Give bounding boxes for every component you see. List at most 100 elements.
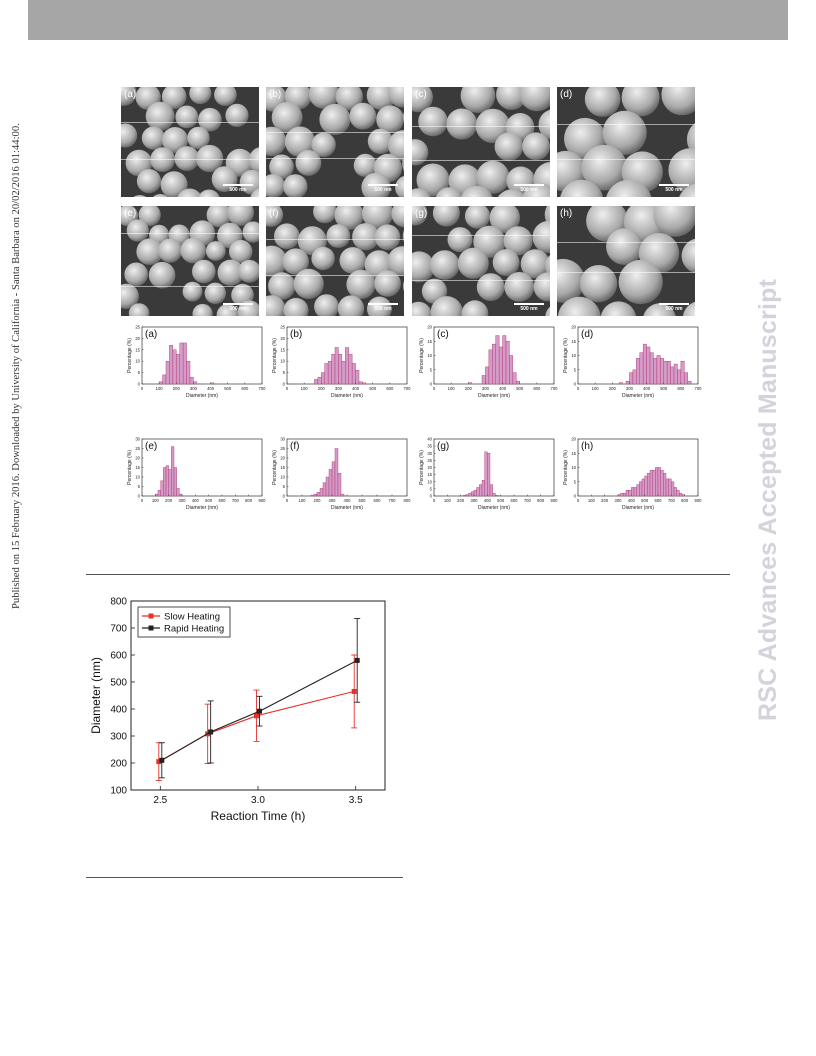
sphere-particle [545,306,550,316]
histogram-bar [158,381,163,385]
x-tick-label: 400 [499,386,507,391]
y-tick-label: 25 [135,325,140,330]
y-tick-label: 10 [135,475,140,480]
histogram-bar [168,469,172,497]
sphere-particle [248,147,259,174]
sphere-particle [334,206,364,230]
histogram-panel-label: (e) [145,441,157,452]
scan-line [412,160,550,161]
sphere-particle [681,238,695,274]
histogram-bar [516,380,520,385]
y-tick-label: 5 [430,367,433,372]
scan-line [121,159,259,160]
histogram-bar [631,487,635,497]
sphere-particle [374,224,401,250]
y-tick-label: 5 [574,367,577,372]
x-tick-label: 600 [241,386,249,391]
y-tick-label: 20 [135,456,140,461]
sphere-particle [412,188,431,197]
sphere-particle [600,301,637,316]
histogram-bar [173,467,177,497]
scale-bar-label: 500 nm [374,306,392,312]
x-tick-label: 100 [592,386,600,391]
y-tick-label: 10 [280,359,285,364]
histogram-chart: 0 100 200 300 400 500 600 700 800 900 0 5 10 15 20 Diam… [563,437,702,512]
x-tick-label: 900 [551,498,559,503]
histogram-bar [165,465,169,497]
sphere-particle [311,246,335,271]
x-tick-label: 300 [335,386,343,391]
sphere-particle [492,249,520,276]
histogram-bar [665,478,669,497]
y-tick-label: 0 [430,382,433,387]
histogram-bar [324,363,329,385]
y-tick-label: 0 [138,382,141,387]
sphere-particle [403,112,404,122]
x-axis-label: Diameter (nm) [331,505,363,511]
sphere-particle [606,228,643,265]
sphere-particle [180,237,206,264]
sphere-particle [225,103,249,127]
x-tick-label: 200 [465,386,473,391]
histogram-bar [618,382,623,385]
x-tick-label: 600 [219,498,227,503]
scale-bar-line [368,184,398,186]
sphere-particle [271,102,303,133]
y-axis-label: Percentage (%) [563,338,569,373]
sphere-particle [412,139,429,166]
sem-micrograph [557,206,695,316]
y-axis-label: Percentage (%) [272,450,278,485]
histogram-bar [316,492,321,497]
histogram-panel-label: (g) [437,441,449,452]
sphere-particle [187,126,210,150]
x-axis-label: Diameter (nm) [186,505,218,511]
sphere-particle [189,87,212,105]
histogram-bar [666,361,671,385]
x-tick-label: 600 [386,386,394,391]
plot-frame [141,326,263,385]
histogram-bar [327,361,332,385]
x-tick-label: 700 [232,498,240,503]
sphere-particle [238,259,259,283]
x-tick-label: 500 [224,386,232,391]
sphere-particle [522,182,550,197]
histogram-bar [623,492,627,497]
x-tick-label: 500 [369,386,377,391]
histogram-bar [644,475,648,497]
histogram-bar [676,490,680,497]
data-point [354,657,360,663]
sphere-particle [412,206,428,226]
sphere-particle [311,132,336,157]
sphere-particle [274,223,300,249]
x-tick-label: 700 [695,386,703,391]
header-bar [28,0,788,40]
sphere-particle [227,206,254,226]
y-tick-label: 40 [427,437,432,442]
sem-micrograph [412,206,550,316]
sphere-particle [532,220,550,254]
manuscript-watermark: RSC Advances Accepted Manuscript [754,278,782,721]
y-tick-label: 700 [110,624,127,635]
x-axis-label: Diameter (nm) [331,393,363,399]
y-tick-label: 0 [574,494,577,499]
sphere-particle [446,108,478,140]
sphere-particle [388,87,404,108]
histogram-bar [617,494,621,497]
y-tick-label: 20 [427,325,432,330]
sphere-particle [682,301,695,316]
histogram-bar [633,487,637,497]
sem-micrograph [266,87,404,197]
histogram-bar [179,342,184,385]
x-tick-label: 200 [457,498,465,503]
sphere-particle [643,303,676,316]
data-point [257,708,262,714]
y-tick-label: 0 [574,382,577,387]
y-tick-label: 15 [571,339,576,344]
sphere-particle [476,160,510,194]
histogram-bar [314,379,319,385]
x-tick-label: 700 [551,386,559,391]
sphere-particle [349,102,377,130]
y-axis-label: Percentage (%) [419,450,425,485]
histogram-bar [495,335,500,385]
sphere-particle [284,126,316,157]
